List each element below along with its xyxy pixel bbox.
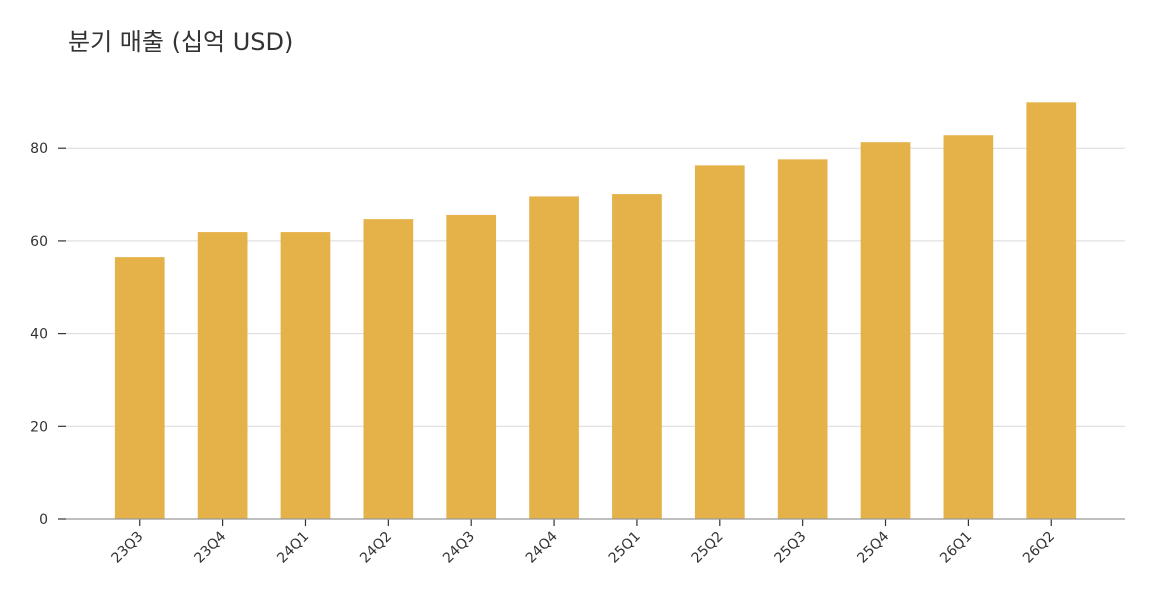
x-tick-label: 25Q1 [606, 529, 644, 567]
bar [363, 219, 414, 519]
x-tick-label: 23Q3 [109, 529, 147, 567]
x-tick-label: 24Q2 [357, 529, 395, 567]
y-tick-label: 20 [30, 419, 48, 435]
bar [446, 214, 497, 519]
bar [777, 159, 828, 520]
bar [1026, 102, 1077, 520]
x-tick-label: 24Q1 [274, 529, 312, 567]
bar [860, 142, 911, 519]
bar [529, 196, 579, 519]
bar [612, 194, 662, 520]
bar [197, 232, 248, 519]
x-tick-label: 24Q4 [523, 528, 561, 566]
x-tick-label: 24Q3 [440, 529, 478, 567]
bar [943, 135, 994, 519]
x-tick-label: 25Q3 [771, 529, 809, 567]
bar [694, 165, 745, 519]
x-tick-label: 23Q4 [191, 528, 229, 566]
x-tick-label: 26Q1 [937, 529, 975, 567]
bar [280, 232, 331, 519]
y-tick-label: 40 [30, 327, 48, 343]
y-tick-label: 80 [30, 141, 48, 157]
x-tick-label: 25Q4 [854, 528, 892, 566]
x-tick-label: 26Q2 [1020, 529, 1058, 567]
y-tick-label: 60 [30, 234, 48, 250]
bar [114, 257, 165, 519]
chart-title: 분기 매출 (십억 USD) [68, 28, 293, 56]
y-tick-label: 0 [39, 512, 48, 528]
x-tick-label: 25Q2 [689, 529, 727, 567]
